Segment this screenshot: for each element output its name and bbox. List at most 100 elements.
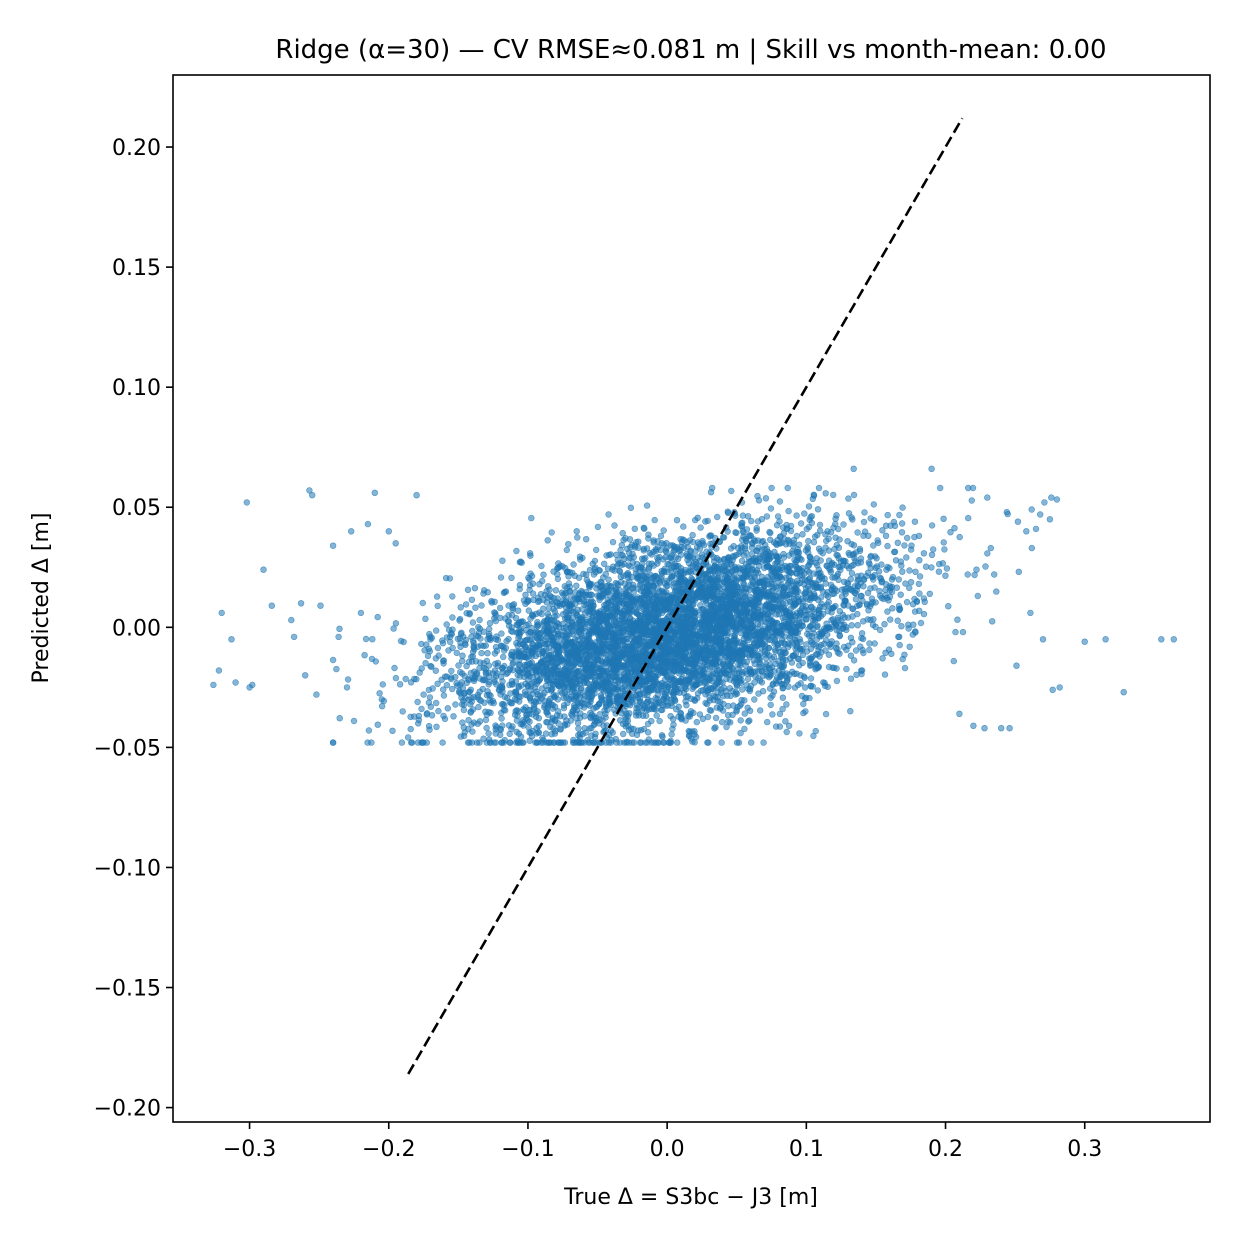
data-point	[508, 691, 514, 697]
data-point	[571, 562, 577, 568]
data-point	[761, 740, 767, 746]
data-point	[948, 529, 954, 535]
data-point	[444, 622, 450, 628]
data-point	[538, 635, 544, 641]
data-point	[433, 628, 439, 634]
data-point	[784, 729, 790, 735]
data-point	[826, 548, 832, 554]
data-point	[334, 666, 340, 672]
data-point	[801, 710, 807, 716]
data-point	[588, 725, 594, 731]
data-point	[513, 689, 519, 695]
data-point	[545, 537, 551, 543]
data-point	[896, 577, 902, 583]
data-point	[820, 550, 826, 556]
data-point	[927, 591, 933, 597]
data-point	[873, 600, 879, 606]
data-point	[659, 683, 665, 689]
data-point	[451, 713, 457, 719]
data-point	[719, 719, 725, 725]
data-point	[612, 653, 618, 659]
data-point	[884, 567, 890, 573]
data-point	[513, 708, 519, 714]
data-point	[393, 620, 399, 626]
data-point	[841, 522, 847, 528]
data-point	[974, 567, 980, 573]
data-point	[674, 517, 680, 523]
data-point	[405, 735, 411, 741]
data-point	[560, 611, 566, 617]
data-point	[440, 687, 446, 693]
data-point	[477, 740, 483, 746]
data-point	[449, 594, 455, 600]
data-point	[708, 489, 714, 495]
data-point	[578, 641, 584, 647]
data-point	[877, 627, 883, 633]
data-point	[436, 708, 442, 714]
data-point	[660, 702, 666, 708]
data-point	[337, 626, 343, 632]
data-point	[365, 740, 371, 746]
data-point	[537, 581, 543, 587]
data-point	[641, 526, 647, 532]
data-point	[705, 740, 711, 746]
data-point	[535, 740, 541, 746]
data-point	[517, 627, 523, 633]
data-point	[770, 712, 776, 718]
data-point	[377, 690, 383, 696]
data-point	[442, 716, 448, 722]
data-point	[595, 524, 601, 530]
data-point	[478, 636, 484, 642]
data-point	[620, 721, 626, 727]
data-point	[515, 740, 521, 746]
data-point	[628, 505, 634, 511]
data-point	[453, 702, 459, 708]
data-point	[969, 498, 975, 504]
data-point	[680, 524, 686, 530]
data-point	[778, 541, 784, 547]
data-point	[481, 629, 487, 635]
data-point	[866, 647, 872, 653]
data-point	[739, 687, 745, 693]
data-point	[392, 665, 398, 671]
data-point	[768, 584, 774, 590]
data-point	[487, 620, 493, 626]
data-point	[489, 600, 495, 606]
data-point	[757, 708, 763, 714]
data-point	[794, 533, 800, 539]
data-point	[701, 542, 707, 548]
data-point	[834, 666, 840, 672]
data-point	[626, 710, 632, 716]
data-point	[794, 578, 800, 584]
data-point	[626, 582, 632, 588]
data-point	[713, 715, 719, 721]
data-point	[937, 485, 943, 491]
data-point	[538, 591, 544, 597]
data-point	[507, 740, 513, 746]
data-point	[719, 740, 725, 746]
data-point	[658, 547, 664, 553]
data-point	[529, 733, 535, 739]
data-point	[879, 562, 885, 568]
data-point	[916, 581, 922, 587]
data-point	[834, 678, 840, 684]
data-point	[479, 603, 485, 609]
data-point	[854, 672, 860, 678]
data-point	[813, 728, 819, 734]
data-point	[606, 695, 612, 701]
data-point	[634, 703, 640, 709]
data-point	[690, 532, 696, 538]
data-point	[674, 740, 680, 746]
data-point	[808, 656, 814, 662]
data-point	[574, 535, 580, 541]
data-point	[481, 660, 487, 666]
data-point	[899, 529, 905, 535]
data-point	[587, 694, 593, 700]
data-point	[815, 688, 821, 694]
data-point	[816, 611, 822, 617]
data-point	[463, 602, 469, 608]
data-point	[767, 529, 773, 535]
data-point	[436, 653, 442, 659]
data-point	[904, 535, 910, 541]
data-point	[637, 740, 643, 746]
